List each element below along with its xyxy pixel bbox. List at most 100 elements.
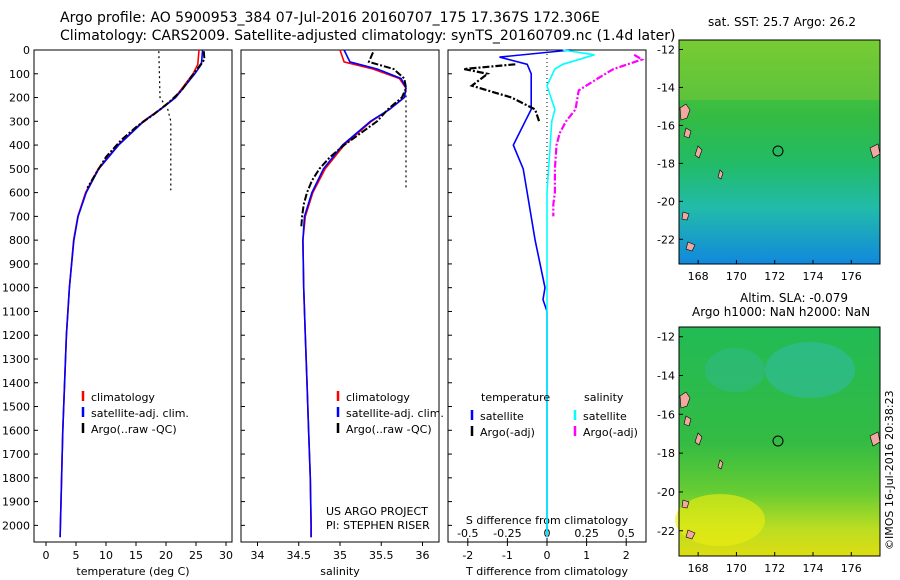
series-line — [302, 49, 407, 538]
series-line — [158, 51, 172, 191]
y-tick-label: 700 — [9, 210, 30, 223]
sla-map-islands — [679, 391, 881, 540]
series-line — [86, 51, 206, 189]
x-tick-label: 36 — [416, 549, 430, 562]
x-tick-label: 5 — [73, 549, 80, 562]
series-line — [546, 49, 595, 538]
panel-annotation: PI: STEPHEN RISER — [326, 519, 430, 532]
island-shape — [717, 169, 724, 180]
island-shape — [694, 145, 703, 159]
island-shape — [685, 529, 696, 540]
lat-tick-label: -20 — [657, 195, 675, 208]
sla-map-low-patch — [705, 348, 765, 392]
y-tick-label: 900 — [9, 258, 30, 271]
y-tick-label: 1700 — [2, 448, 30, 461]
difference-plot: -2 -1 0 1 2-0.5 -0.25 0 0.25 0.5S difference fro… — [448, 49, 645, 578]
lon-tick-label: 176 — [841, 562, 862, 575]
lon-tick-label: 170 — [726, 562, 747, 575]
sla-map-high-patch — [675, 494, 765, 546]
lon-tick-label: 170 — [726, 270, 747, 283]
y-tick-label: 1400 — [2, 377, 30, 390]
series-line — [463, 63, 541, 122]
series-line — [59, 49, 200, 538]
legend-label: satellite-adj. clim. — [91, 407, 189, 420]
series-line — [499, 49, 571, 538]
t-tick-label: 0 — [544, 549, 551, 562]
lat-tick-label: -14 — [657, 81, 675, 94]
sst-map-axes: 168 170 172 174 176 -12 -14 -16 -18 -20 -22 — [657, 43, 862, 283]
y-tick-label: 0 — [23, 44, 30, 57]
y-tick-label: 1200 — [2, 329, 30, 342]
series-line — [300, 52, 408, 229]
salinity-plot: 34 34.5 35 35.5 36 salinity climatology satelli… — [241, 49, 444, 578]
x-tick-label: 35.5 — [369, 549, 394, 562]
series-line — [302, 49, 407, 538]
salinity-panel-frame — [240, 49, 440, 543]
island-shape — [681, 499, 690, 509]
lat-tick-label: -22 — [657, 525, 675, 538]
island-shape — [694, 432, 703, 446]
temperature-panel-frame — [33, 49, 233, 543]
legend-title-temperature: temperature — [481, 391, 550, 404]
legend-label: Argo(-adj) — [480, 426, 535, 439]
series-line — [59, 49, 204, 538]
island-shape — [681, 211, 690, 221]
sla-map-title-2: Argo h1000: NaN h2000: NaN — [692, 305, 870, 319]
x-tick-label: 30 — [219, 549, 233, 562]
y-tick-label: 1600 — [2, 424, 30, 437]
island-shape — [679, 103, 691, 121]
sst-map-title: sat. SST: 25.7 Argo: 26.2 — [708, 15, 856, 29]
lon-tick-label: 168 — [688, 562, 709, 575]
island-shape — [683, 415, 692, 427]
legend-title-salinity: salinity — [584, 391, 624, 404]
y-tick-label: 300 — [9, 115, 30, 128]
x-axis-label: temperature (deg C) — [76, 565, 189, 578]
lon-tick-label: 174 — [803, 562, 824, 575]
lon-tick-label: 172 — [764, 562, 785, 575]
island-shape — [685, 241, 696, 252]
x-tick-label: 34 — [251, 549, 265, 562]
island-shape — [683, 127, 692, 139]
lat-tick-label: -16 — [657, 119, 675, 132]
legend-label: climatology — [346, 391, 410, 404]
x-tick-label: 20 — [159, 549, 173, 562]
y-tick-label: 500 — [9, 163, 30, 176]
t-tick-label: -1 — [502, 549, 513, 562]
s-tick-label: -0.25 — [493, 527, 521, 540]
credit-stamp: ©IMOS 16-Jul-2016 20:38:23 — [883, 390, 896, 550]
y-tick-label: 1800 — [2, 472, 30, 485]
y-tick-label: 1900 — [2, 496, 30, 509]
legend-label: Argo(..raw -QC) — [91, 423, 177, 436]
lon-tick-label: 172 — [764, 270, 785, 283]
series-line — [552, 53, 645, 217]
y-tick-label: 400 — [9, 139, 30, 152]
legend-label: satellite — [480, 410, 524, 423]
sst-argo-marker — [772, 145, 784, 157]
lon-tick-label: 174 — [803, 270, 824, 283]
y-tick-label: 1500 — [2, 401, 30, 414]
s-tick-label: 0.5 — [617, 527, 635, 540]
sst-map-frame — [678, 39, 881, 265]
legend-label: satellite — [583, 410, 627, 423]
title-line-1: Argo profile: AO 5900953_384 07-Jul-2016… — [60, 10, 600, 26]
panel-annotation: US ARGO PROJECT — [326, 505, 428, 518]
lat-tick-label: -18 — [657, 447, 675, 460]
sla-map-title-1: Altim. SLA: -0.079 — [740, 291, 848, 305]
lon-tick-label: 168 — [688, 270, 709, 283]
x-axis-label: salinity — [320, 565, 360, 578]
lat-tick-label: -12 — [657, 43, 675, 56]
t-axis-label: T difference from climatology — [465, 565, 628, 578]
x-tick-label: 15 — [129, 549, 143, 562]
y-tick-label: 800 — [9, 234, 30, 247]
sla-map-axes: 168 170 172 174 176 -12 -14 -16 -18 -20 -22 — [657, 331, 862, 575]
s-tick-label: 0.25 — [574, 527, 599, 540]
lat-tick-label: -22 — [657, 233, 675, 246]
title-line-2: Climatology: CARS2009. Satellite-adjuste… — [60, 28, 676, 44]
legend-label: Argo(-adj) — [583, 426, 638, 439]
sla-map-frame — [678, 326, 881, 557]
legend-label: climatology — [91, 391, 155, 404]
lat-tick-label: -14 — [657, 370, 675, 383]
legend-label: Argo(..raw -QC) — [346, 423, 432, 436]
x-tick-label: 35 — [333, 549, 347, 562]
